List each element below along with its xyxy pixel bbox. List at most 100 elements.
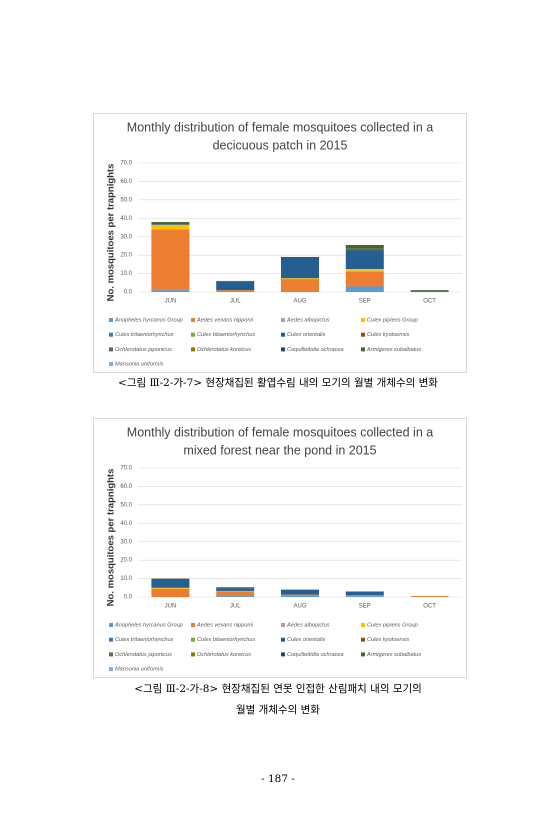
bar-segment xyxy=(151,588,190,597)
y-tick-label: 70.0 xyxy=(120,161,132,167)
bar-segment xyxy=(345,245,384,249)
legend-swatch xyxy=(109,637,113,642)
legend-label: Culex orientalis xyxy=(287,332,325,338)
legend-swatch xyxy=(109,667,113,672)
bar-segment xyxy=(345,250,384,269)
legend-label: Culex tritaeniorhynchus xyxy=(115,332,174,338)
legend-label: Ochlerotatus japonicus xyxy=(115,652,172,658)
y-tick-label: 50.0 xyxy=(120,197,132,203)
y-tick-label: 30.0 xyxy=(120,234,132,240)
legend-swatch xyxy=(281,332,285,337)
legend-label: Culex orientalis xyxy=(287,637,325,643)
bar-segment xyxy=(151,587,190,589)
bar-segment xyxy=(345,596,384,597)
y-tick-label: 50.0 xyxy=(120,502,132,508)
x-tick-label: AUG xyxy=(293,604,306,610)
legend-label: Coquillettidia ochracea xyxy=(287,347,344,353)
legend-label: Anopheles hyrcanus Group xyxy=(114,622,183,628)
bar-segment xyxy=(216,587,255,589)
legend-label: Culex tritaeniorhynchus xyxy=(115,637,174,643)
legend-swatch xyxy=(191,652,195,657)
bar-segment xyxy=(151,578,190,580)
bar-segment xyxy=(410,290,449,292)
legend-label: Ochlerotatus japonicus xyxy=(115,347,172,353)
y-tick-label: 60.0 xyxy=(120,179,132,185)
chart-title: Monthly distribution of female mosquitoe… xyxy=(127,425,433,439)
x-tick-label: SEP xyxy=(359,299,371,305)
legend-swatch xyxy=(281,623,285,627)
y-tick-label: 0.0 xyxy=(124,595,133,601)
bar-segment xyxy=(151,224,190,230)
bar-segment xyxy=(216,590,255,592)
bar-segment xyxy=(151,579,190,588)
legend-label: Mansonia uniformis xyxy=(115,667,164,673)
bar-segment xyxy=(345,248,384,251)
y-tick-label: 30.0 xyxy=(120,539,132,545)
legend-label: Culex pipiens Group xyxy=(367,622,418,628)
legend-swatch xyxy=(191,347,195,352)
legend-swatch xyxy=(361,637,365,642)
y-tick-label: 60.0 xyxy=(120,484,132,490)
legend-label: Culex kyotoensis xyxy=(367,637,409,643)
bar-segment xyxy=(216,596,255,597)
x-tick-label: JUL xyxy=(230,604,241,610)
bar-segment xyxy=(281,278,319,280)
legend-label: Mansonia uniformis xyxy=(115,362,164,368)
legend-label: Culex kyotoensis xyxy=(367,332,409,338)
bar-segment xyxy=(345,271,384,287)
legend-label: Ochlerotatus koreicus xyxy=(197,652,251,658)
legend-label: Coquillettidia ochracea xyxy=(287,652,344,658)
y-tick-label: 10.0 xyxy=(120,576,132,582)
bar-segment xyxy=(410,596,449,597)
bar-segment xyxy=(216,588,255,591)
x-tick-label: OCT xyxy=(423,604,436,610)
chart-title: Monthly distribution of female mosquitoe… xyxy=(127,120,433,134)
caption: <그림 Ⅲ-2-가-8> 현장채집된 연못 인접한 산림패치 내의 모기의 xyxy=(134,683,422,695)
legend-label: Anopheles hyrcanus Group xyxy=(114,317,183,323)
y-axis-label: No. mosquitoes per trapnights xyxy=(106,164,117,302)
legend-swatch xyxy=(191,637,195,642)
legend-label: Armigeres subalbatus xyxy=(366,347,421,353)
bar-segment xyxy=(281,595,319,597)
legend-label: Aedes albopictus xyxy=(286,622,330,628)
legend-label: Culex pipiens Group xyxy=(367,317,418,323)
legend-swatch xyxy=(109,347,113,352)
bar-segment xyxy=(216,280,255,282)
chart-frame xyxy=(93,418,467,678)
x-tick-label: AUG xyxy=(293,299,306,305)
legend-swatch xyxy=(281,347,285,352)
legend-swatch xyxy=(109,362,113,367)
y-axis-label: No. mosquitoes per trapnights xyxy=(106,469,117,607)
x-tick-label: OCT xyxy=(423,299,436,305)
chart-title: decicuous patch in 2015 xyxy=(213,138,348,152)
x-tick-label: JUL xyxy=(230,299,241,305)
bar-segment xyxy=(216,281,255,291)
chart-title: mixed forest near the pond in 2015 xyxy=(183,443,376,457)
bar-segment xyxy=(151,222,190,225)
bar-segment xyxy=(281,256,319,258)
caption: <그림 Ⅲ-2-가-7> 현장채집된 활엽수림 내의 모기의 월별 개체수의 변… xyxy=(118,376,438,389)
bar-segment xyxy=(345,286,384,292)
y-tick-label: 10.0 xyxy=(120,271,132,277)
bar-segment xyxy=(345,595,384,597)
bar-segment xyxy=(345,270,384,272)
bar-segment xyxy=(281,594,319,596)
bar-segment xyxy=(216,591,255,597)
y-tick-label: 40.0 xyxy=(120,216,132,222)
legend-swatch xyxy=(109,652,113,657)
legend-label: Ochlerotatus koreicus xyxy=(197,347,251,353)
legend-swatch xyxy=(191,332,195,337)
x-tick-label: JUN xyxy=(165,604,177,610)
legend-label: Culex bitaeniorhynchus xyxy=(197,637,255,643)
legend-label: Aedes vexans nipponii xyxy=(196,317,254,323)
bar-segment xyxy=(345,591,384,596)
y-tick-label: 70.0 xyxy=(120,466,132,472)
y-tick-label: 40.0 xyxy=(120,521,132,527)
bar-segment xyxy=(151,290,190,292)
legend-swatch xyxy=(361,652,365,657)
page-number: - 187 - xyxy=(261,773,295,785)
caption: 월별 개체수의 변화 xyxy=(236,704,320,716)
bar-segment xyxy=(151,229,190,291)
legend-swatch xyxy=(281,652,285,657)
